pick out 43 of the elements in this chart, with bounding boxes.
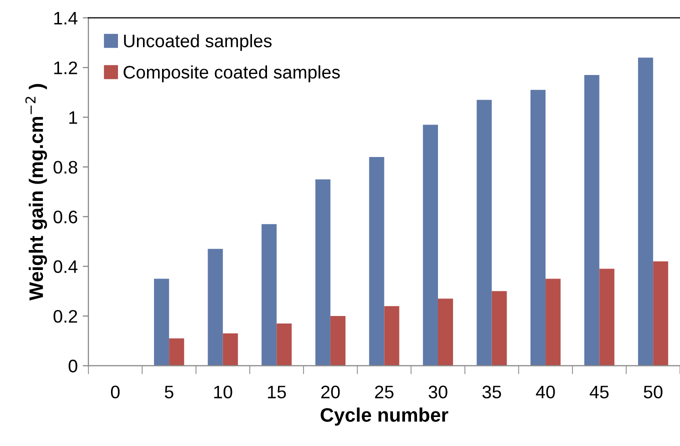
bar (638, 58, 654, 366)
y-tick-label: 0 (68, 360, 78, 372)
x-tick-label: 10 (214, 386, 232, 398)
x-tick-label: 5 (164, 386, 174, 398)
y-tick-label: 1.4 (54, 12, 78, 24)
bar (384, 306, 400, 366)
y-axis-title: Weight gain (mg.cm$^{−2}$ ) (25, 84, 48, 300)
bar (476, 100, 492, 366)
x-tick-label: 50 (644, 386, 662, 398)
bar (169, 338, 184, 366)
legend-label: Uncoated samples (124, 34, 272, 51)
bar (262, 224, 277, 366)
bar (546, 278, 561, 366)
x-tick-label: 45 (590, 386, 609, 398)
x-tick-label: 25 (375, 386, 394, 398)
bar (492, 291, 507, 366)
bar (315, 179, 330, 366)
bar (208, 248, 223, 366)
bar (422, 124, 438, 366)
bar (222, 333, 238, 366)
y-tick-label: 0.4 (54, 260, 78, 274)
x-axis-title: Cycle number (320, 408, 448, 426)
x-tick-label: 0 (110, 386, 120, 398)
y-tick-label: 0.2 (54, 310, 78, 323)
bar (276, 323, 292, 366)
bar (330, 316, 346, 366)
y-tick-label: 1 (69, 111, 78, 124)
bar (369, 156, 384, 366)
bar (154, 278, 170, 366)
bar (584, 74, 600, 366)
x-tick-label: 30 (428, 386, 448, 398)
y-tick-label: 1.2 (54, 61, 78, 74)
bar (599, 268, 614, 366)
bar (438, 298, 454, 366)
y-tick-label: 0.6 (54, 210, 78, 224)
x-tick-label: 20 (321, 386, 340, 398)
bar (530, 90, 546, 366)
legend-label: Composite coated samples (124, 65, 340, 82)
x-tick-label: 35 (482, 386, 502, 398)
bar (653, 261, 668, 366)
x-tick-label: 15 (268, 386, 286, 398)
y-tick-label: 0.8 (54, 160, 78, 174)
x-tick-label: 40 (536, 386, 555, 398)
